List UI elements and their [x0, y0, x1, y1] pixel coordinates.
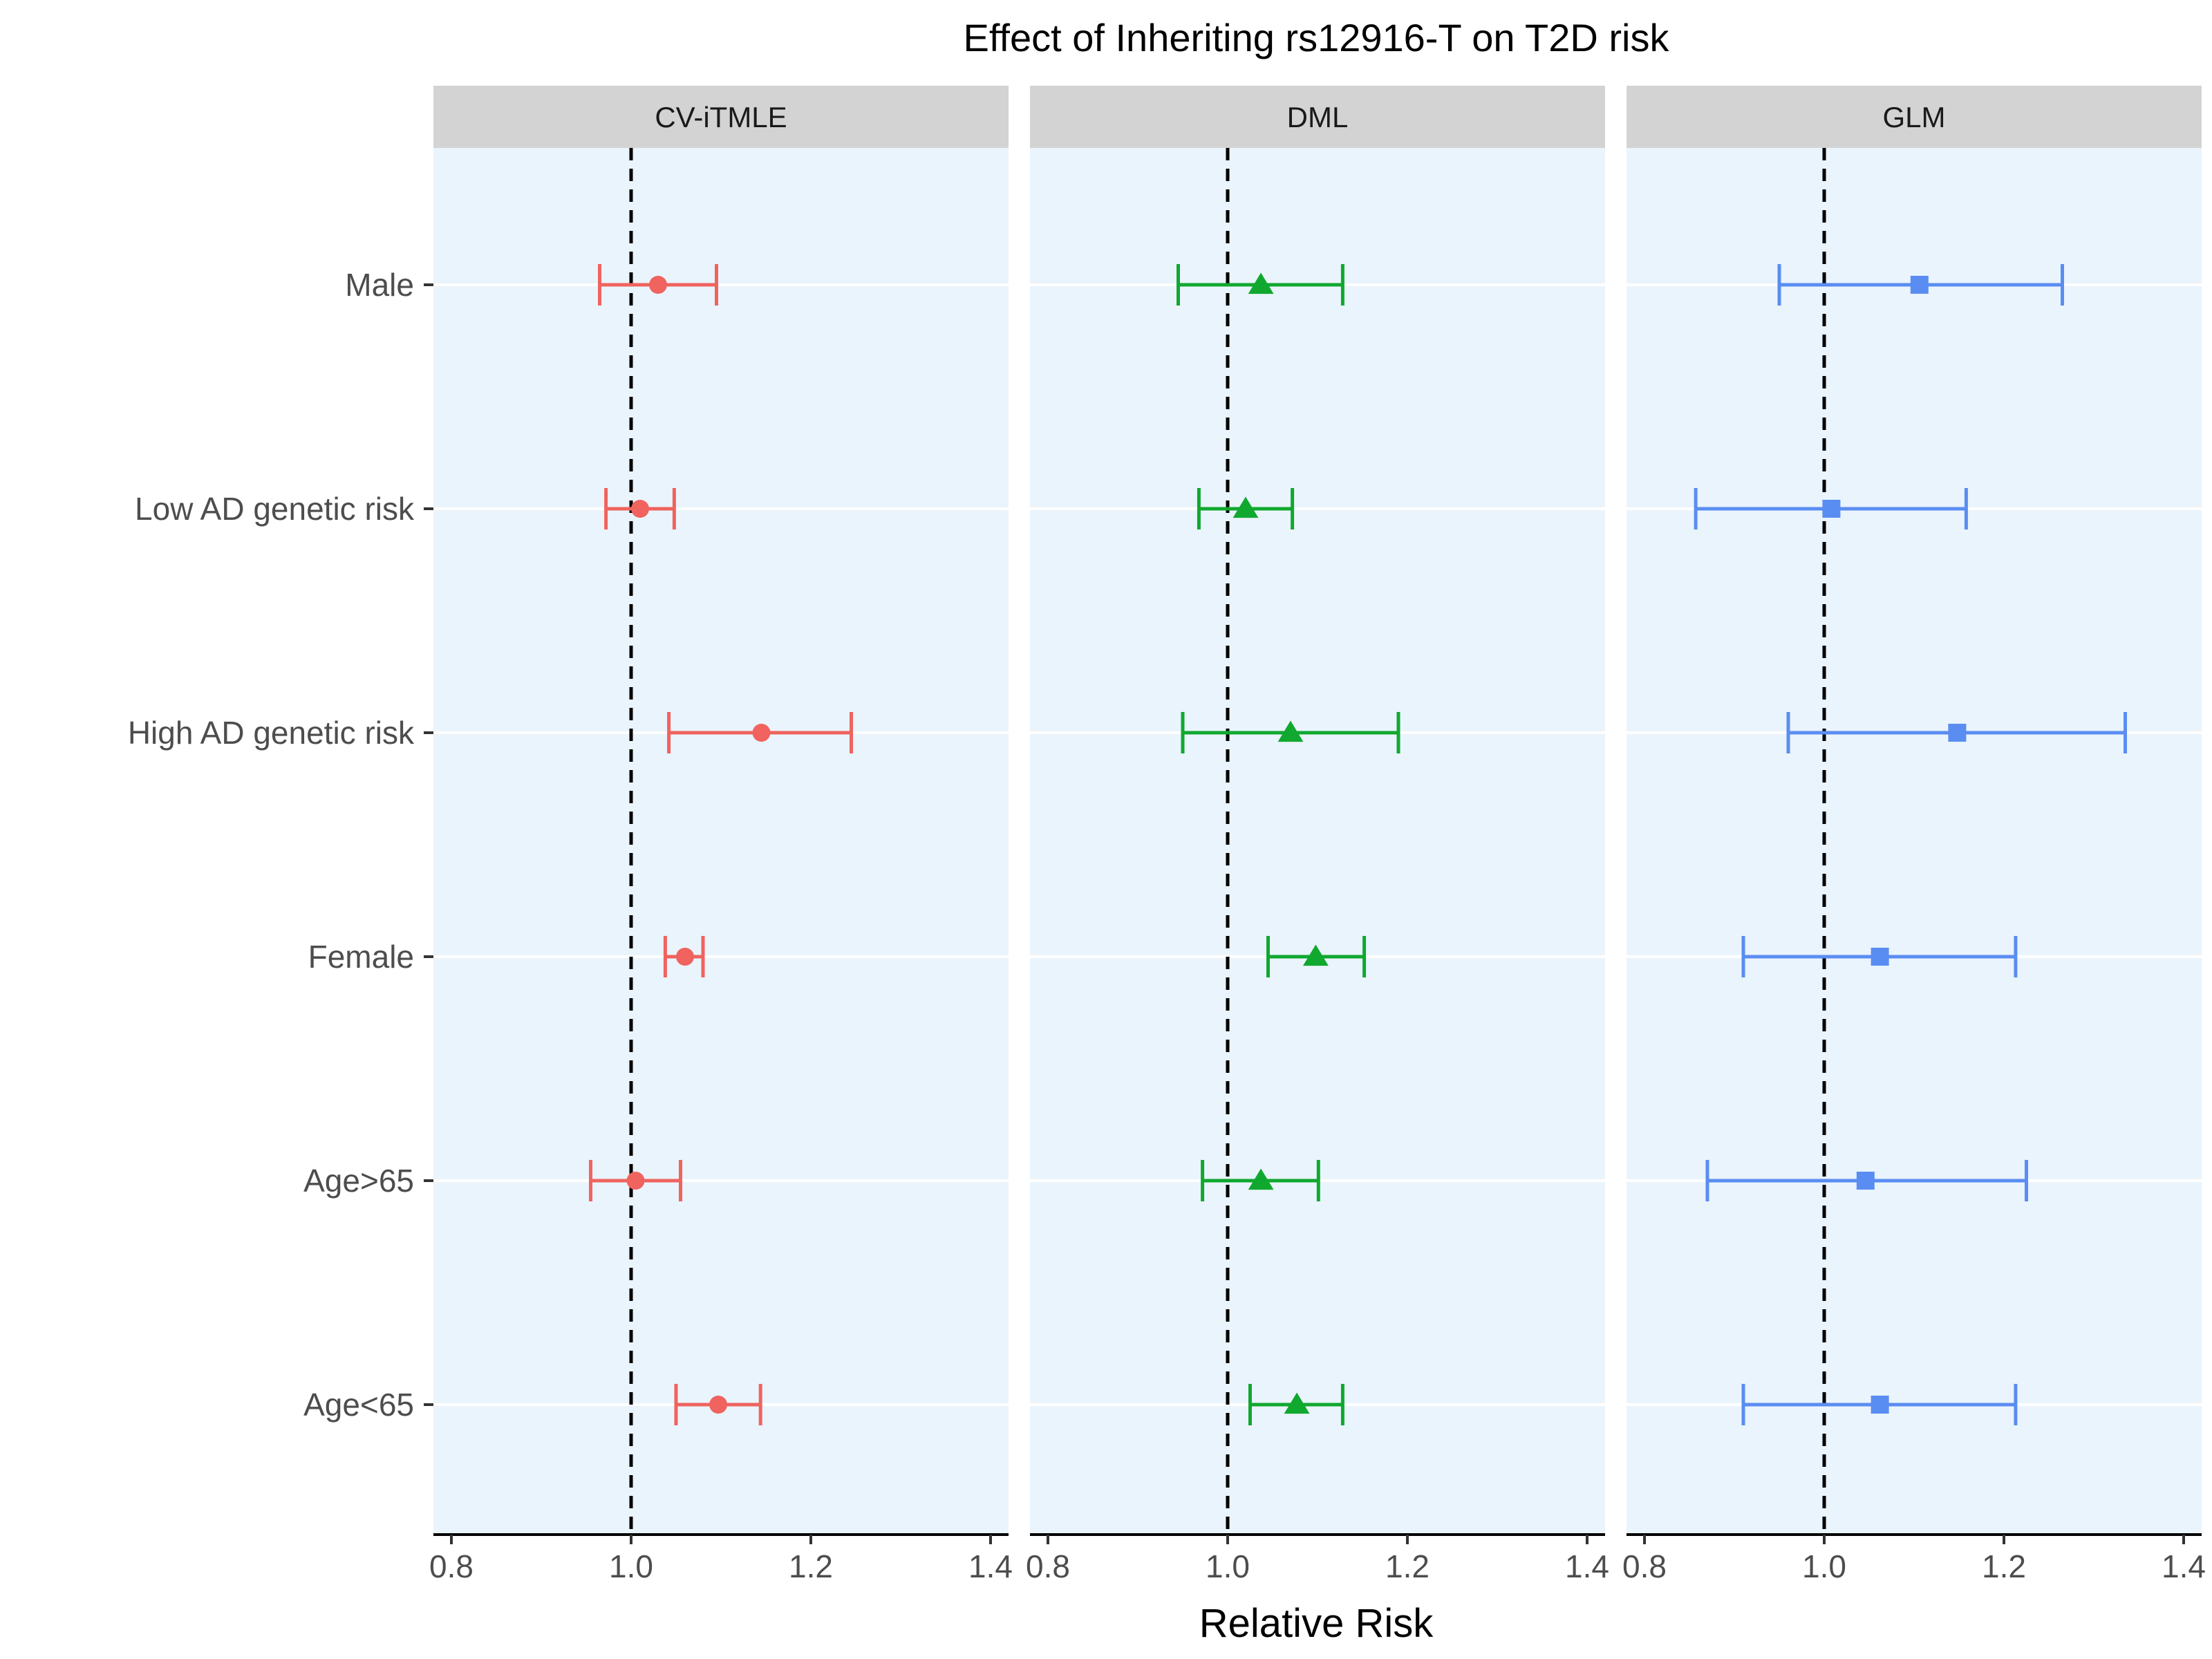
- panel-background: [1627, 148, 2202, 1535]
- point-estimate: [1911, 276, 1929, 294]
- facet-cv-itmle: CV-iTMLE 0.8 1.0 1.2 1.4: [429, 86, 1013, 1584]
- point-estimate: [631, 500, 649, 518]
- y-tick-label: Age<65: [303, 1387, 414, 1423]
- facet-panels: CV-iTMLE 0.8 1.0 1.2 1.4 DML 0.8 1.0 1.2 1.4 GLM 0.…: [429, 86, 2206, 1584]
- y-tick-label: Female: [308, 939, 414, 975]
- x-tick-label: 1.2: [1385, 1548, 1430, 1584]
- point-estimate: [1948, 724, 1966, 742]
- point-estimate: [649, 276, 667, 294]
- panel-background: [433, 148, 1009, 1535]
- y-tick-label: Age>65: [303, 1163, 414, 1199]
- point-estimate: [753, 724, 771, 742]
- point-estimate: [1871, 948, 1889, 966]
- x-tick-label: 1.2: [1982, 1548, 2026, 1584]
- y-tick-label: High AD genetic risk: [128, 715, 415, 751]
- y-tick-label: Male: [345, 267, 414, 303]
- point-estimate: [709, 1396, 727, 1414]
- x-tick-label: 0.8: [429, 1548, 474, 1584]
- point-estimate: [627, 1172, 645, 1190]
- x-tick-label: 1.2: [789, 1548, 833, 1584]
- point-estimate: [1857, 1172, 1875, 1190]
- x-tick-label: 1.0: [1206, 1548, 1250, 1584]
- point-estimate: [676, 948, 694, 966]
- x-tick-label: 0.8: [1026, 1548, 1070, 1584]
- forest-plot: Effect of Inheriting rs12916-T on T2D ri…: [0, 0, 2212, 1659]
- x-tick-label: 1.4: [1565, 1548, 1609, 1584]
- facet-glm: GLM 0.8 1.0 1.2 1.4: [1622, 86, 2206, 1584]
- x-tick-label: 1.4: [968, 1548, 1013, 1584]
- point-estimate: [1822, 500, 1840, 518]
- facet-dml: DML 0.8 1.0 1.2 1.4: [1026, 86, 1609, 1584]
- x-tick-label: 1.0: [1802, 1548, 1846, 1584]
- panel-background: [1030, 148, 1605, 1535]
- x-tick-label: 1.0: [609, 1548, 653, 1584]
- y-axis-labels: Male Low AD genetic risk High AD genetic r…: [128, 267, 433, 1423]
- point-estimate: [1871, 1396, 1889, 1414]
- x-tick-label: 1.4: [2162, 1548, 2206, 1584]
- x-tick-label: 0.8: [1622, 1548, 1667, 1584]
- y-tick-label: Low AD genetic risk: [135, 491, 415, 527]
- chart-title: Effect of Inheriting rs12916-T on T2D ri…: [964, 16, 1670, 59]
- x-axis-title: Relative Risk: [1199, 1601, 1434, 1646]
- facet-strip-label: GLM: [1882, 101, 1945, 133]
- facet-strip-label: CV-iTMLE: [655, 101, 787, 133]
- facet-strip-label: DML: [1287, 101, 1349, 133]
